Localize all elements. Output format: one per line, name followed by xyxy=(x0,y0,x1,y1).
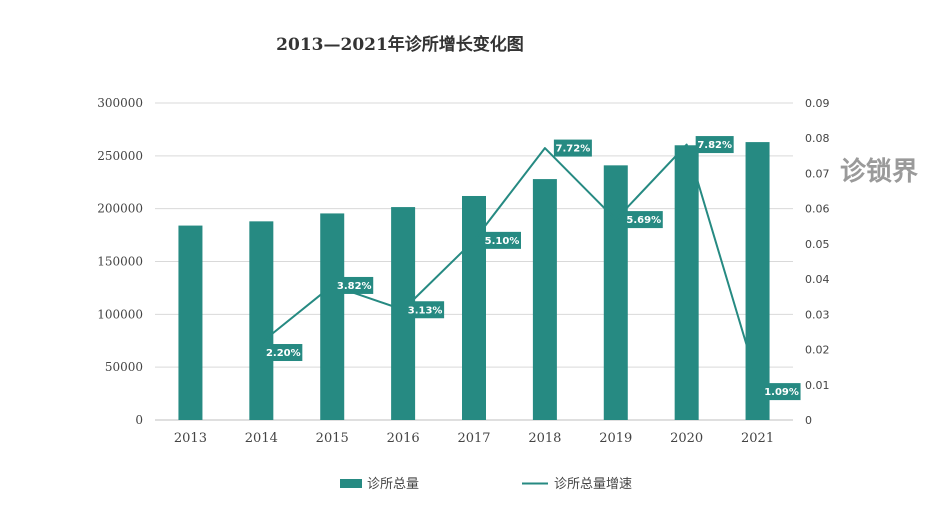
legend: 诊所总量 诊所总量增速 xyxy=(340,477,632,492)
data-label-2015: 3.82% xyxy=(335,276,374,294)
right-tick-label: 0.06 xyxy=(805,203,830,216)
right-tick-label: 0.09 xyxy=(805,97,830,110)
bar-2015 xyxy=(320,213,345,420)
right-tick-label: 0.03 xyxy=(805,308,830,321)
legend-bar-swatch xyxy=(340,479,362,488)
bar-2014 xyxy=(249,221,274,420)
bar-2019 xyxy=(603,165,628,420)
right-axis-ticks: 0 0.01 0.02 0.03 0.04 0.05 0.06 0.07 0.08 0.09 xyxy=(805,97,830,427)
data-label-box xyxy=(695,136,734,154)
left-tick-label: 200000 xyxy=(97,202,143,216)
left-tick-label: 100000 xyxy=(97,307,143,321)
bar-2013 xyxy=(178,225,203,420)
data-label-text: 3.13% xyxy=(408,305,443,316)
x-tick-label: 2015 xyxy=(316,431,349,446)
data-label-box xyxy=(483,231,521,249)
data-label-text: 5.69% xyxy=(626,215,661,226)
right-tick-label: 0.08 xyxy=(805,132,830,145)
x-tick-label: 2019 xyxy=(599,431,632,446)
data-label-2017: 5.10% xyxy=(483,231,521,249)
left-axis-ticks: 0 50000 100000 150000 200000 250000 300000 xyxy=(97,96,143,427)
data-label-2016: 3.13% xyxy=(406,301,445,319)
data-label-box xyxy=(624,211,663,229)
data-label-2019: 5.69% xyxy=(624,211,663,229)
x-tick-label: 2021 xyxy=(741,431,774,446)
right-tick-label: 0 xyxy=(805,414,812,427)
x-tick-label: 2020 xyxy=(670,431,703,446)
x-tick-label: 2018 xyxy=(528,431,561,446)
left-tick-label: 50000 xyxy=(105,360,143,374)
data-label-text: 7.72% xyxy=(556,144,591,155)
right-tick-label: 0.02 xyxy=(805,344,830,357)
left-tick-label: 150000 xyxy=(97,255,143,269)
data-label-text: 5.10% xyxy=(485,236,520,247)
data-label-box xyxy=(762,383,801,401)
right-tick-label: 0.05 xyxy=(805,238,830,251)
data-label-2018: 7.72% xyxy=(553,139,592,157)
data-label-box xyxy=(264,344,303,362)
bar-2021 xyxy=(745,142,770,420)
chart-title: 2013—2021年诊所增长变化图 xyxy=(276,34,524,55)
x-tick-label: 2017 xyxy=(457,431,490,446)
data-label-text: 7.82% xyxy=(697,140,732,151)
bar-2020 xyxy=(674,145,699,420)
data-label-2014: 2.20% xyxy=(264,344,303,362)
data-label-box xyxy=(406,301,445,319)
data-label-text: 1.09% xyxy=(764,387,799,398)
x-tick-label: 2013 xyxy=(174,431,207,446)
watermark-logo: 诊锁界 xyxy=(840,156,918,187)
legend-bar-label: 诊所总量 xyxy=(367,477,419,492)
right-tick-label: 0.07 xyxy=(805,167,830,180)
right-tick-label: 0.04 xyxy=(805,273,830,286)
data-label-text: 3.82% xyxy=(337,281,372,292)
data-label-text: 2.20% xyxy=(266,348,301,359)
data-label-box xyxy=(335,276,374,294)
x-tick-label: 2016 xyxy=(387,431,420,446)
x-axis-ticks: 2013 2014 2015 2016 2017 2018 2019 2020 2021 xyxy=(174,431,774,446)
right-tick-label: 0.01 xyxy=(805,379,830,392)
bar-2018 xyxy=(532,179,557,420)
data-label-2020: 7.82% xyxy=(695,136,734,154)
x-tick-label: 2014 xyxy=(245,431,278,446)
bar-2017 xyxy=(462,195,486,420)
data-labels: 2.20% 3.82% 3.13% 5.10% 7.72% 5.69% 7.82% 1.09% xyxy=(264,136,801,401)
left-tick-label: 0 xyxy=(135,413,143,427)
data-label-2021: 1.09% xyxy=(762,383,801,401)
left-tick-label: 300000 xyxy=(97,96,143,110)
bars xyxy=(178,142,770,420)
left-tick-label: 250000 xyxy=(97,149,143,163)
data-label-box xyxy=(553,139,592,157)
legend-line-label: 诊所总量增速 xyxy=(554,477,632,492)
